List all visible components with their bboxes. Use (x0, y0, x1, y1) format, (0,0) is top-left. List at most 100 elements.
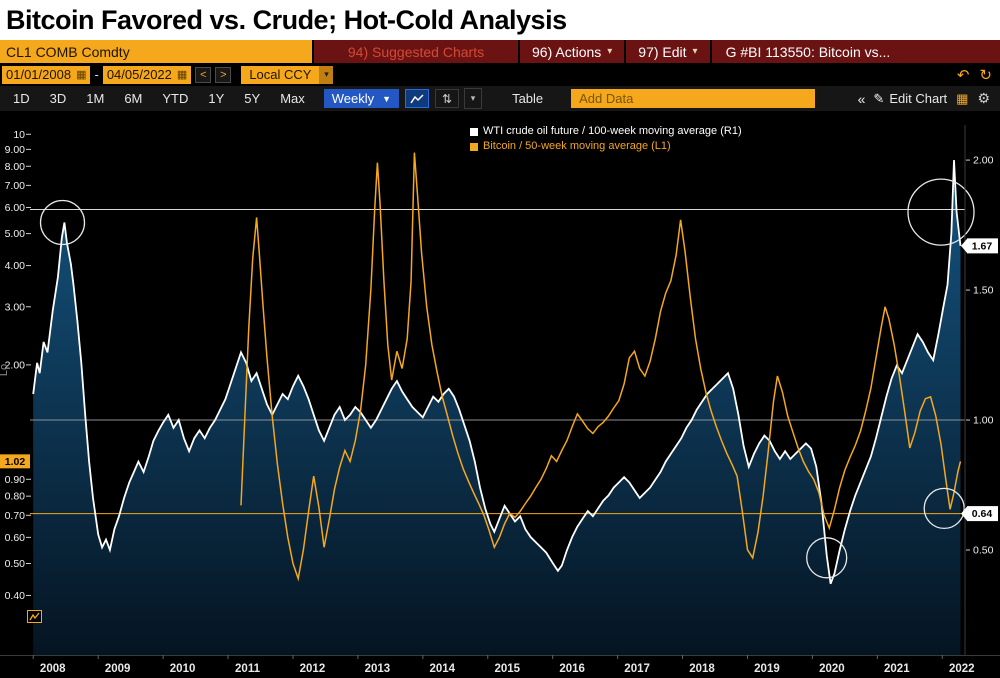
terminal-header-row: CL1 COMB Comdty 94) Suggested Charts 96)… (0, 40, 1000, 63)
calendar-icon: ▦ (76, 69, 87, 81)
collapse-panel-icon[interactable]: « (857, 90, 866, 107)
chart-id-breadcrumb[interactable]: G #BI 113550: Bitcoin vs... (711, 40, 1000, 63)
left-axis-tick-label: 6.00 (5, 202, 26, 214)
x-axis-year-label: 2020 (819, 663, 845, 675)
period-ytd-button[interactable]: YTD (162, 91, 189, 106)
prev-period-button[interactable]: < (195, 66, 212, 83)
start-date-value: 01/01/2008 (6, 67, 72, 82)
left-axis-tick-label: 0.70 (5, 510, 26, 522)
x-axis-year-label: 2015 (494, 663, 520, 675)
left-axis-tick-label: 0.50 (5, 558, 26, 570)
wti-legend-label: WTI crude oil future / 100-week moving a… (483, 125, 742, 137)
x-axis-year-label: 2018 (689, 663, 715, 675)
x-axis-year-label: 2009 (105, 663, 131, 675)
frequency-dropdown[interactable]: Weekly ▼ (323, 89, 400, 108)
actions-label: 96) Actions (532, 43, 602, 60)
chart-type-dropdown[interactable]: ▾ (464, 88, 483, 109)
menu-actions[interactable]: 96) Actions ▾ (520, 40, 625, 63)
right-axis-tick-label: 2.00 (973, 155, 994, 167)
x-axis-year-label: 2012 (300, 663, 326, 675)
gear-icon[interactable]: ⚙ (977, 90, 990, 106)
table-button[interactable]: Table (512, 91, 544, 106)
x-axis-year-label: 2008 (40, 663, 66, 675)
left-axis-tick-label: 10 (13, 129, 25, 141)
right-badge-notch (961, 238, 967, 253)
legend-item-wti: WTI crude oil future / 100-week moving a… (470, 125, 742, 138)
chart-area[interactable]: 10 9.00 8.00 7.00 6.00 5.00 4.00 3.00 2.00 0.90 0.… (0, 112, 1000, 678)
left-axis-tick-label: 5.00 (5, 228, 26, 240)
legend-item-bitcoin: Bitcoin / 50-week moving average (L1) (470, 140, 742, 153)
calendar-icon: ▦ (176, 69, 188, 81)
left-axis-tick-label: 0.90 (5, 474, 26, 486)
left-axis-tick-label: 0.80 (5, 491, 26, 503)
menu-edit[interactable]: 97) Edit ▾ (626, 40, 710, 63)
date-range-dash: - (94, 67, 99, 82)
x-axis-year-label: 2022 (949, 663, 975, 675)
mini-chart-icon (29, 612, 40, 621)
period-6m-button[interactable]: 6M (124, 91, 143, 106)
edit-chart-button[interactable]: ✎ Edit Chart (873, 91, 947, 107)
right-axis-badge-text: 0.64 (972, 508, 993, 520)
right-badge-notch (961, 506, 967, 521)
wti-series-line (32, 160, 962, 585)
next-period-button[interactable]: > (215, 66, 232, 83)
left-axis-tick-label: 0.60 (5, 532, 26, 544)
undo-icon[interactable]: ↶ (956, 66, 970, 84)
annotation-circle-3 (923, 487, 965, 530)
annotation-circle-2 (806, 537, 848, 579)
right-axis-badge-0 (967, 238, 998, 254)
security-field[interactable]: CL1 COMB Comdty (0, 40, 312, 63)
pencil-icon: ✎ (873, 90, 885, 106)
date-range-row: 01/01/2008 ▦ - 04/05/2022 ▦ < > Local CC… (0, 63, 1000, 86)
chart-canvas[interactable]: 10 9.00 8.00 7.00 6.00 5.00 4.00 3.00 2.00 0.90 0.… (0, 112, 1000, 678)
chevron-down-icon: ▾ (607, 46, 613, 57)
period-3d-button[interactable]: 3D (49, 91, 67, 106)
edit-chart-label: Edit Chart (889, 91, 948, 106)
chart-tools-icon[interactable] (27, 610, 42, 623)
currency-value: Local CCY (241, 65, 320, 84)
x-axis-year-label: 2014 (430, 663, 456, 675)
period-1m-button[interactable]: 1M (86, 91, 105, 106)
period-5y-button[interactable]: 5Y (244, 91, 261, 106)
chart-legend: WTI crude oil future / 100-week moving a… (470, 125, 742, 153)
menu-suggested-charts[interactable]: 94) Suggested Charts (314, 40, 518, 63)
history-controls: ↶ ↻ (957, 66, 1000, 84)
frequency-value: Weekly (331, 91, 375, 106)
line-chart-type-button[interactable] (405, 89, 430, 108)
period-1y-button[interactable]: 1Y (208, 91, 225, 106)
updown-arrows-icon: ⇅ (442, 91, 453, 106)
left-axis-tick-label: 3.00 (5, 301, 26, 313)
right-axis-tick-label: 1.50 (973, 285, 994, 297)
add-data-input[interactable] (571, 89, 816, 108)
chevron-down-icon[interactable]: ▾ (319, 65, 334, 84)
x-axis-year-label: 2019 (754, 663, 780, 675)
left-axis-tick-label: 9.00 (5, 144, 26, 156)
bitcoin-last-value-badge (0, 454, 30, 469)
left-axis-tick-label: 2.00 (5, 359, 26, 371)
right-axis-badge-text: 1.67 (972, 240, 993, 252)
right-axis-badge-1 (967, 506, 998, 522)
x-axis-year-label: 2017 (624, 663, 650, 675)
x-axis-year-label: 2011 (235, 663, 261, 675)
redo-icon[interactable]: ↻ (979, 66, 992, 84)
period-1d-button[interactable]: 1D (13, 91, 30, 106)
end-date-field[interactable]: 04/05/2022 ▦ (102, 65, 192, 84)
candle-chart-type-button[interactable]: ⇅ (435, 89, 460, 108)
line-chart-icon (410, 93, 424, 103)
right-axis-tick-label: 1.00 (973, 415, 994, 427)
period-max-button[interactable]: Max (280, 91, 305, 106)
left-axis-tick-label: 7.00 (5, 180, 26, 192)
chevron-down-icon: ▼ (382, 93, 392, 104)
x-axis-year-label: 2010 (170, 663, 196, 675)
currency-selector[interactable]: Local CCY ▾ (241, 65, 334, 84)
bitcoin-series-line (240, 152, 962, 582)
end-date-value: 04/05/2022 (106, 67, 172, 82)
annotation-circle-1 (907, 178, 975, 246)
page-title: Bitcoin Favored vs. Crude; Hot-Cold Anal… (6, 4, 567, 35)
edit-label: 97) Edit (638, 43, 687, 60)
bitcoin-last-value-text: 1.02 (5, 456, 26, 468)
chart-grid-settings-icon[interactable]: ▦ (956, 90, 969, 106)
x-axis-year-label: 2021 (884, 663, 910, 675)
start-date-field[interactable]: 01/01/2008 ▦ (2, 65, 91, 84)
annotation-circle-0 (39, 199, 86, 246)
